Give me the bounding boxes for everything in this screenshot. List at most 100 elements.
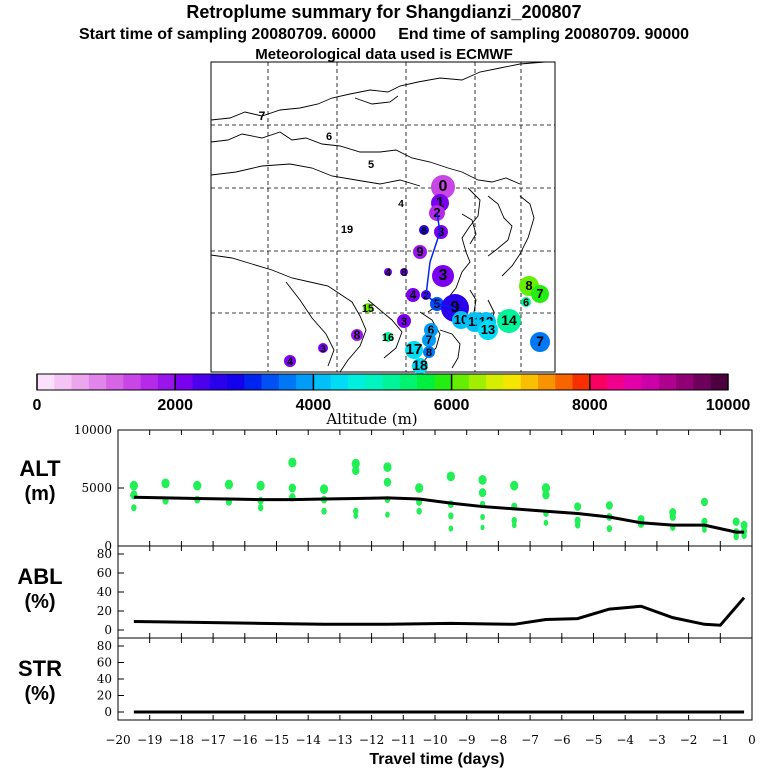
x-axis-label: Travel time (days) xyxy=(369,751,504,768)
trajectory-point-label: 4 xyxy=(385,267,392,279)
colorbar-segment xyxy=(399,374,418,390)
particle-cluster xyxy=(542,490,550,500)
y-tick-label: 40 xyxy=(97,672,112,686)
trajectory-point-label: 9 xyxy=(416,244,423,259)
trajectory-point-marker xyxy=(530,332,550,352)
trajectory-point: 16 xyxy=(382,332,394,344)
trajectory-point-marker xyxy=(318,343,328,353)
trajectory-point-marker xyxy=(432,265,454,287)
colorbar-segment xyxy=(330,374,349,390)
particle-cluster xyxy=(606,525,613,533)
y-tick-label: 40 xyxy=(97,585,112,599)
trajectory-point: 0 xyxy=(431,175,455,199)
y-tick-label: 0 xyxy=(104,623,112,637)
particle-cluster xyxy=(511,522,517,529)
particle-cluster xyxy=(480,524,485,531)
x-tick-label: −6 xyxy=(553,733,571,747)
colorbar-segment xyxy=(157,374,176,390)
trajectory-point: 8 xyxy=(423,346,435,359)
colorbar-tick-label: 2000 xyxy=(157,397,193,414)
colorbar-segment xyxy=(278,374,297,390)
trajectory-point-label: 3 xyxy=(401,316,407,328)
abl-line xyxy=(133,596,746,627)
trajectory-point-marker xyxy=(431,175,455,199)
trajectory-point-label: 6 xyxy=(523,297,529,309)
colorbar-tick-label: 8000 xyxy=(572,397,608,414)
y-tick-label: 0 xyxy=(104,705,112,719)
trajectory-point-label: 10 xyxy=(454,312,468,327)
particle-cluster xyxy=(353,512,359,519)
trajectory-point: 4 xyxy=(398,199,404,210)
particle-cluster xyxy=(385,511,390,518)
colorbar-segment xyxy=(382,374,401,390)
x-tick-label: −3 xyxy=(648,733,666,747)
trajectory-point: 15 xyxy=(362,303,374,315)
trajectory-point: 8 xyxy=(351,328,363,342)
trajectory-point-label: 8 xyxy=(525,278,532,293)
trajectory-point-label: 3 xyxy=(320,344,326,355)
trajectory-point: 19 xyxy=(341,224,353,236)
x-tick-label: −5 xyxy=(585,733,603,747)
panel-abl: ABL(%) 80 60 40 20 0 xyxy=(17,545,753,639)
x-tick-label: −13 xyxy=(327,733,352,747)
x-tick-label: −15 xyxy=(264,733,289,747)
particle-cluster xyxy=(669,513,676,521)
trajectory-point-label: 8 xyxy=(354,328,361,342)
particle-cluster xyxy=(480,513,485,521)
particle-cluster xyxy=(732,517,740,526)
y-tick-label: 20 xyxy=(97,689,112,703)
time-series-panels: ALT(m)1000050000ABL(%)806040200STR(%)806… xyxy=(17,423,755,747)
particle-cluster xyxy=(288,457,297,468)
x-tick-label: −20 xyxy=(105,733,130,747)
trajectory-point-marker xyxy=(423,346,435,358)
altitude-colorbar: 0 2000 4000 6000 8000 10000 xyxy=(33,373,751,414)
colorbar-segment xyxy=(468,374,487,390)
trajectory-point-marker xyxy=(419,225,429,235)
map-panel: 7654012839194834251531667817184389101112… xyxy=(210,61,556,374)
colorbar-tick-label: 10000 xyxy=(706,397,751,414)
particle-cluster xyxy=(446,471,455,482)
colorbar-segment xyxy=(296,374,314,390)
trajectory-point-marker xyxy=(405,341,423,359)
particle-cluster xyxy=(353,507,359,515)
x-tick-label: −1 xyxy=(711,733,729,747)
particle-cluster xyxy=(416,507,422,515)
trajectory-point-marker xyxy=(383,332,393,342)
colorbar-segment xyxy=(658,374,677,390)
colorbar-segment xyxy=(434,374,453,390)
x-tick-label: 0 xyxy=(748,733,756,747)
trajectory-point: 3 xyxy=(434,225,448,239)
colorbar-segment xyxy=(641,374,660,390)
panel-frame xyxy=(117,429,753,547)
particle-cluster xyxy=(511,516,517,524)
sampling-times: Start time of sampling 20080709. 60000 E… xyxy=(0,26,768,44)
particle-cluster xyxy=(161,478,170,489)
trajectory-point: 7 xyxy=(531,285,549,303)
trajectory-point-label: 5 xyxy=(368,159,374,171)
y-tick-label: 60 xyxy=(97,656,112,670)
trajectory-point-label: 13 xyxy=(481,322,495,337)
colorbar-segment xyxy=(710,374,729,390)
panel-alt: ALT(m) 10000 5000 0 xyxy=(19,423,753,553)
particle-cluster xyxy=(383,477,392,487)
trajectory-point: 8 xyxy=(419,225,429,237)
particle-cluster xyxy=(351,458,360,469)
colorbar-segment xyxy=(175,374,193,390)
y-tick-label: 80 xyxy=(97,639,112,653)
colorbar-segment xyxy=(37,374,55,390)
trajectory-point-label: 6 xyxy=(428,323,435,337)
x-tick-label: −11 xyxy=(391,733,416,747)
trajectory-point-label: 15 xyxy=(362,303,374,315)
particle-cluster xyxy=(543,519,549,526)
trajectory-point: 14 xyxy=(497,309,521,333)
colorbar-segment xyxy=(192,374,211,390)
mean-altitude-line xyxy=(133,495,745,534)
trajectory-point-marker xyxy=(478,320,498,340)
panel-unit: (%) xyxy=(24,683,55,705)
trajectory-point: 4 xyxy=(406,288,420,302)
trajectory-point: 6 xyxy=(326,131,332,143)
x-tick-label: −16 xyxy=(232,733,257,747)
particle-cluster xyxy=(257,504,264,512)
coastlines xyxy=(210,61,546,373)
colorbar-segment xyxy=(88,374,107,390)
